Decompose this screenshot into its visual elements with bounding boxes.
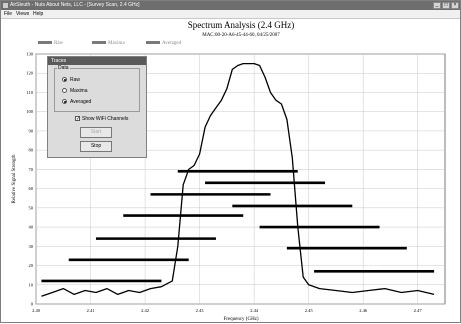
option-maxima[interactable]: Maxima	[62, 88, 88, 94]
x-tick-label: 2.41	[87, 308, 95, 313]
title-bar: AirSleuth - Nuts About Nets, LLC - [Surv…	[1, 1, 460, 10]
x-tick-label: 2.47	[414, 308, 423, 313]
minimize-button[interactable]: _	[433, 2, 441, 9]
channel-label: Ch 8	[288, 199, 298, 204]
channel-label: Ch 11	[368, 264, 380, 269]
x-tick-label: 2.40	[32, 308, 41, 313]
menu-file[interactable]: File	[4, 11, 13, 17]
chart-title: Spectrum Analysis (2.4 GHz)	[188, 20, 294, 30]
maxima-label: Maxima	[70, 88, 88, 94]
y-tick-label: 120	[26, 71, 34, 76]
show-channels-option[interactable]: ✓ Show WiFi Channels	[75, 116, 128, 122]
option-averaged[interactable]: Averaged	[62, 99, 91, 105]
menu-bar: File Views Help	[1, 10, 460, 19]
close-button[interactable]: ×	[451, 2, 459, 9]
legend-swatch	[38, 41, 52, 44]
y-tick-label: 90	[29, 128, 34, 133]
channel-label: Ch 3	[151, 232, 161, 237]
y-tick-label: 60	[29, 186, 34, 191]
series-line	[41, 62, 435, 297]
y-tick-label: 10	[29, 282, 34, 287]
start-button[interactable]: Start	[80, 127, 112, 138]
traces-panel: Traces Data Raw Maxima Averaged ✓ Show Wi…	[47, 56, 147, 158]
y-tick-label: 30	[29, 244, 34, 249]
stop-button[interactable]: Stop	[80, 141, 112, 152]
legend-swatch	[92, 41, 106, 44]
y-tick-label: 20	[29, 263, 34, 268]
y-tick-label: 80	[29, 148, 34, 153]
chart-subtitle: MAC:00-20-A6-45-44-60, 04/25/2007	[202, 33, 280, 38]
menu-help[interactable]: Help	[33, 11, 44, 17]
x-tick-label: 2.43	[196, 308, 205, 313]
channel-label: Ch 9	[315, 220, 325, 225]
legend-label: Raw	[54, 41, 64, 46]
show-channels-checkbox[interactable]: ✓	[75, 116, 81, 123]
legend-swatch	[146, 41, 160, 44]
averaged-radio[interactable]	[62, 99, 67, 105]
channel-label: Ch 5	[206, 187, 216, 192]
maxima-radio[interactable]	[62, 88, 67, 94]
channel-label: Ch 2	[124, 253, 134, 258]
x-axis-label: Frequency (GHz)	[223, 317, 258, 322]
y-axis-label: Relative Signal Strength	[12, 154, 17, 203]
show-channels-label: Show WiFi Channels	[82, 116, 129, 122]
channel-label: Ch 4	[178, 209, 188, 214]
channel-label: Ch 10	[341, 241, 354, 246]
maximize-button[interactable]: □	[442, 2, 450, 9]
window-title: AirSleuth - Nuts About Nets, LLC - [Surv…	[10, 2, 140, 8]
x-tick-label: 2.45	[305, 308, 314, 313]
averaged-label: Averaged	[70, 99, 92, 105]
legend-label: Averaged	[162, 41, 182, 46]
data-groupbox	[54, 68, 140, 112]
y-tick-label: 0	[31, 302, 34, 307]
y-tick-label: 70	[29, 167, 34, 172]
y-tick-label: 110	[26, 90, 33, 95]
y-tick-label: 100	[26, 109, 34, 114]
channel-label: Ch 1	[97, 274, 107, 279]
data-group-label: Data	[57, 65, 70, 71]
menu-views[interactable]: Views	[16, 11, 30, 17]
channel-label: Ch 7	[260, 176, 270, 181]
raw-label: Raw	[70, 77, 81, 83]
y-tick-label: 40	[29, 225, 34, 230]
y-tick-label: 50	[29, 205, 34, 210]
raw-radio[interactable]	[62, 77, 67, 83]
legend-label: Maxima	[108, 41, 125, 46]
app-icon	[3, 3, 8, 8]
option-raw[interactable]: Raw	[62, 77, 80, 83]
traces-panel-title: Traces	[48, 57, 146, 65]
x-tick-label: 2.42	[141, 308, 149, 313]
x-tick-label: 2.44	[250, 308, 259, 313]
x-tick-label: 2.46	[359, 308, 368, 313]
y-tick-label: 130	[26, 52, 34, 57]
channel-label: Ch 6	[233, 164, 243, 169]
